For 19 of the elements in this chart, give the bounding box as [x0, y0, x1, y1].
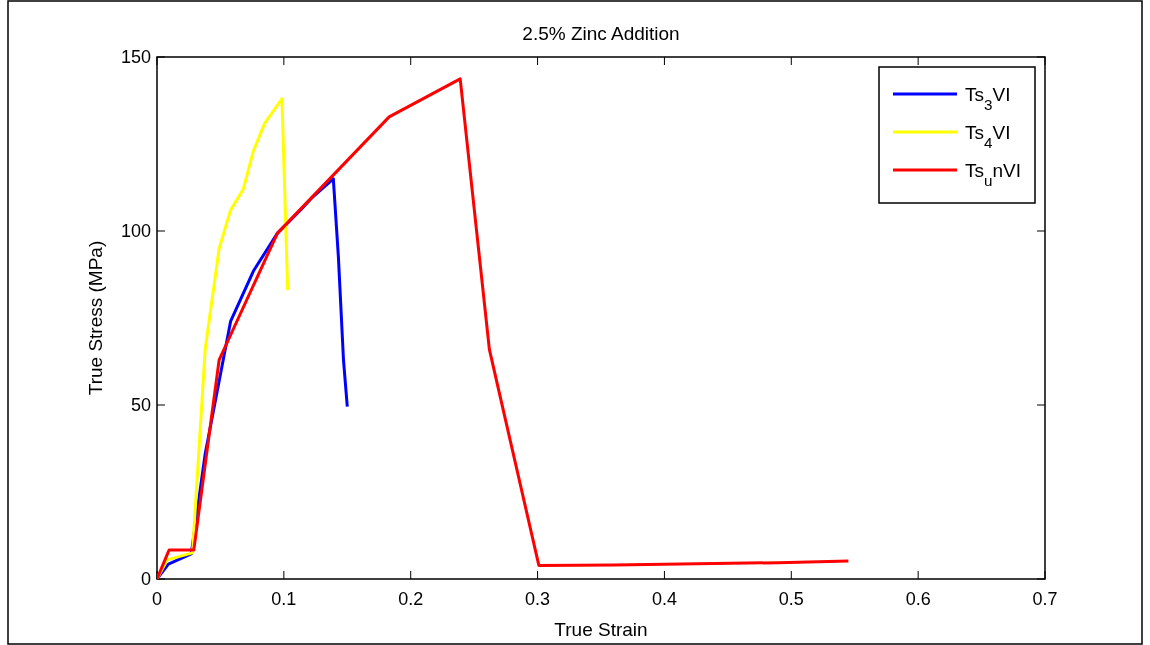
x-axis-title: True Strain	[554, 619, 648, 640]
x-tick-label: 0.1	[271, 589, 297, 609]
y-tick-label: 50	[130, 395, 151, 415]
x-tick-label: 0.5	[778, 589, 804, 609]
legend-label: Ts$_{u}$nVI	[965, 160, 1021, 189]
x-tick-label: 0.7	[1032, 589, 1058, 609]
legend-label: Ts$_{3}$VI	[965, 84, 1011, 113]
x-tick-label: 0.6	[905, 589, 931, 609]
y-axis-title: True Stress (MPa)	[85, 240, 106, 396]
x-tick-label: 0.4	[651, 589, 677, 609]
y-tick-label: 0	[140, 569, 151, 589]
line-series	[157, 97, 290, 579]
legend-label: Ts$_{4}$VI	[965, 122, 1011, 151]
chart-title: 2.5% Zinc Addition	[522, 23, 680, 44]
x-tick-label: 0.2	[398, 589, 424, 609]
line-series	[157, 77, 850, 579]
y-tick-label: 150	[120, 47, 151, 67]
x-tick-label: 0.3	[525, 589, 551, 609]
y-tick-label: 100	[120, 221, 151, 241]
